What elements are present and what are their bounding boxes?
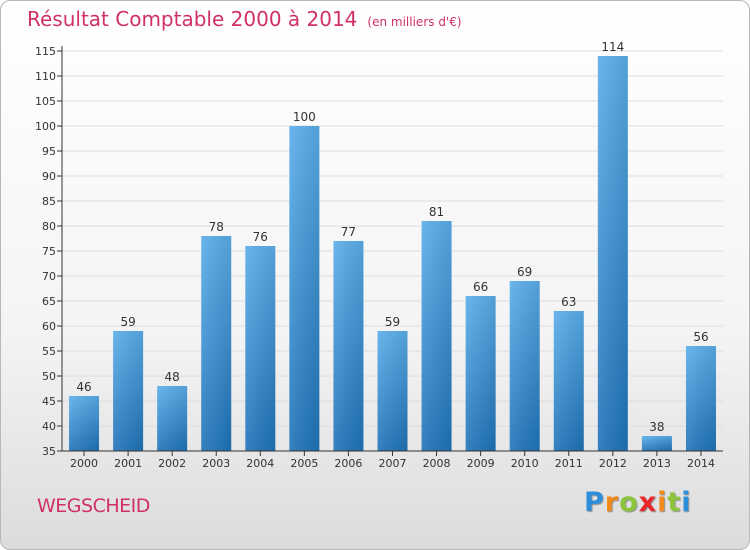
x-tick-label: 2008 — [423, 457, 451, 470]
data-label: 100 — [293, 110, 316, 124]
x-tick-label: 2005 — [290, 457, 318, 470]
x-tick-label: 2012 — [599, 457, 627, 470]
y-tick-label: 110 — [35, 70, 56, 83]
title-text: Résultat Comptable 2000 à 2014 — [27, 7, 358, 31]
bar-shade — [201, 236, 232, 451]
bar-shade — [641, 436, 672, 451]
bar-shade — [509, 281, 540, 451]
y-tick-label: 45 — [42, 395, 56, 408]
logo-letter: i — [681, 487, 692, 518]
bar-shade — [377, 331, 408, 451]
y-tick-label: 55 — [42, 345, 56, 358]
data-label: 81 — [429, 205, 444, 219]
y-tick-label: 115 — [35, 45, 56, 58]
commune-name: WEGSCHEID — [37, 495, 150, 517]
x-tick-label: 2000 — [70, 457, 98, 470]
bar-shade — [157, 386, 188, 451]
logo-letter: i — [657, 487, 668, 518]
x-tick-label: 2002 — [158, 457, 186, 470]
data-label: 69 — [517, 265, 532, 279]
bar-shade — [597, 56, 628, 451]
logo-letter: r — [604, 487, 620, 518]
bar-shade — [421, 221, 452, 451]
y-tick-label: 65 — [42, 295, 56, 308]
x-tick-label: 2010 — [511, 457, 539, 470]
bars — [69, 56, 716, 451]
data-label: 76 — [253, 230, 268, 244]
data-label: 114 — [601, 40, 624, 54]
y-tick-label: 50 — [42, 370, 56, 383]
data-label: 38 — [649, 420, 664, 434]
y-tick-label: 95 — [42, 145, 56, 158]
y-tick-label: 40 — [42, 420, 56, 433]
chart-subtitle: (en milliers d'€) — [367, 15, 462, 29]
y-tick-label: 100 — [35, 120, 56, 133]
chart-title: Résultat Comptable 2000 à 2014 (en millie… — [27, 7, 462, 31]
x-tick-label: 2006 — [334, 457, 362, 470]
y-tick-label: 60 — [42, 320, 56, 333]
x-tick-label: 2009 — [467, 457, 495, 470]
data-label: 46 — [76, 380, 91, 394]
logo-letter: P — [584, 487, 605, 518]
x-tick-label: 2001 — [114, 457, 142, 470]
proxiti-logo: Proxiti — [584, 487, 692, 518]
logo-letter: t — [667, 487, 682, 518]
bar-shade — [553, 311, 584, 451]
data-label: 56 — [693, 330, 708, 344]
data-label: 63 — [561, 295, 576, 309]
logo-letter: o — [619, 487, 639, 518]
x-tick-label: 2011 — [555, 457, 583, 470]
x-tick-label: 2007 — [379, 457, 407, 470]
y-tick-label: 75 — [42, 245, 56, 258]
y-tick-label: 35 — [42, 445, 56, 458]
data-label: 48 — [165, 370, 180, 384]
y-tick-label: 90 — [42, 170, 56, 183]
y-tick-label: 105 — [35, 95, 56, 108]
bar-shade — [333, 241, 364, 451]
bar-shade — [289, 126, 320, 451]
data-label: 59 — [120, 315, 135, 329]
data-label: 59 — [385, 315, 400, 329]
x-tick-label: 2013 — [643, 457, 671, 470]
data-label: 66 — [473, 280, 488, 294]
bar-shade — [465, 296, 496, 451]
data-label: 78 — [209, 220, 224, 234]
logo-letter: x — [638, 487, 658, 518]
data-labels: 46 59 48 78 76 100 77 59 81 66 69 63 114 38 56 — [76, 40, 708, 434]
bar-shade — [685, 346, 716, 451]
bar-shade — [69, 396, 100, 451]
bar-shade — [245, 246, 276, 451]
data-label: 77 — [341, 225, 356, 239]
y-tick-label: 85 — [42, 195, 56, 208]
x-tick-label: 2003 — [202, 457, 230, 470]
x-tick-label: 2014 — [687, 457, 715, 470]
axes: 35 40 45 50 55 60 65 70 75 80 85 90 95 100 105 110 115 20… — [35, 45, 723, 470]
bar-shade — [113, 331, 144, 451]
y-tick-label: 80 — [42, 220, 56, 233]
x-tick-label: 2004 — [246, 457, 274, 470]
y-tick-label: 70 — [42, 270, 56, 283]
